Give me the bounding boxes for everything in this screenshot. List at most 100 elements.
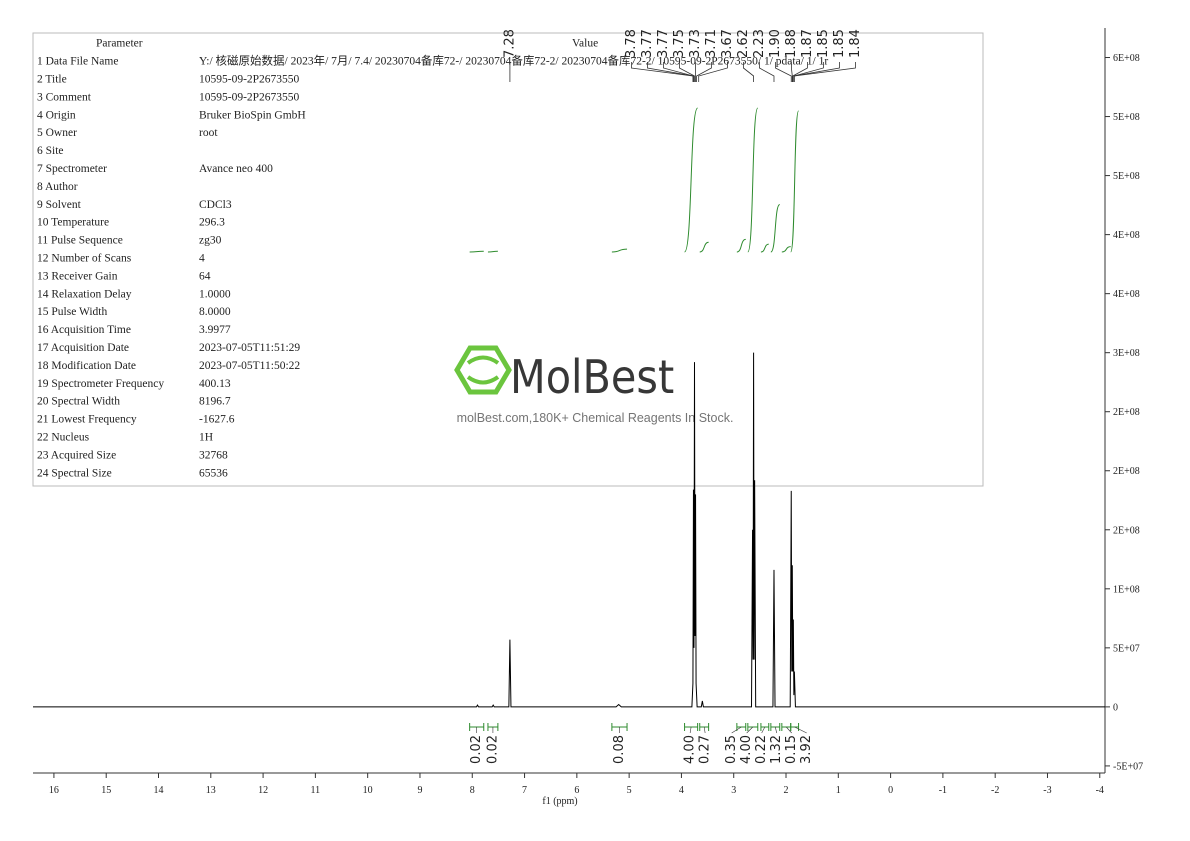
y-tick-label: 4E+08	[1113, 289, 1140, 300]
logo-ring	[466, 355, 500, 385]
table-header: Parameter	[96, 38, 143, 50]
integral-label: 4.00	[683, 735, 698, 764]
param-value: 3.9977	[199, 324, 231, 336]
param-name: 22 Nucleus	[37, 432, 90, 444]
integral-curve	[487, 250, 498, 253]
x-tick-label: -2	[991, 785, 999, 796]
peak-label: 1.84	[848, 29, 863, 58]
integral-leader	[703, 726, 706, 734]
integral-curve	[469, 250, 484, 253]
x-tick-label: 13	[206, 785, 216, 796]
param-name: 5 Owner	[37, 127, 77, 139]
param-name: 4 Origin	[37, 109, 76, 121]
integral-curve	[790, 110, 800, 253]
param-name: 6 Site	[37, 145, 64, 157]
peak-leader	[793, 62, 840, 82]
integral-label: 0.35	[724, 735, 739, 764]
y-tick-label: 2E+08	[1113, 466, 1140, 477]
y-tick-label: 6E+08	[1113, 53, 1140, 64]
integral-curve	[747, 107, 759, 253]
x-axis-label: f1 (ppm)	[542, 796, 577, 807]
x-tick-label: 1	[836, 785, 841, 796]
param-name: 23 Acquired Size	[37, 449, 116, 461]
param-name: 19 Spectrometer Frequency	[37, 378, 164, 390]
param-value: 4	[199, 253, 205, 265]
integral-leader	[761, 726, 766, 734]
x-tick-label: 4	[679, 785, 684, 796]
integral-leader	[794, 726, 807, 734]
integral-label: 0.27	[698, 735, 713, 764]
peak-label: 3.78	[624, 29, 639, 58]
x-tick-label: 2	[784, 785, 789, 796]
peak-leader	[631, 62, 694, 82]
param-name: 2 Title	[37, 74, 67, 86]
integral-leader	[731, 726, 742, 734]
param-value: 8196.7	[199, 396, 231, 408]
param-name: 9 Solvent	[37, 199, 82, 211]
peak-label: 3.73	[688, 29, 703, 58]
y-tick-label: 3E+08	[1113, 348, 1140, 359]
integral-curve	[684, 107, 699, 253]
integral-label: 0.02	[485, 735, 500, 764]
integral-label: 0.22	[754, 735, 769, 764]
table-header: Value	[572, 38, 598, 50]
peak-label: 1.88	[784, 29, 799, 58]
integral-label: 3.92	[799, 735, 814, 764]
param-value: 400.13	[199, 378, 231, 390]
param-name: 11 Pulse Sequence	[37, 235, 123, 247]
peak-label: 3.67	[720, 29, 735, 58]
y-tick-label: 1E+08	[1113, 584, 1140, 595]
integral-curve	[611, 248, 628, 253]
param-value: Y:/ 核磁原始数据/ 2023年/ 7月/ 7.4/ 20230704备库72…	[199, 54, 828, 68]
x-tick-label: 8	[470, 785, 475, 796]
peak-leader	[791, 62, 793, 82]
param-value: 2023-07-05T11:50:22	[199, 360, 300, 372]
peak-leader	[696, 62, 712, 82]
param-name: 13 Receiver Gain	[37, 270, 118, 282]
integral-leader	[689, 726, 692, 734]
param-name: 7 Spectrometer	[37, 163, 107, 175]
x-tick-label: 3	[731, 785, 736, 796]
param-name: 24 Spectral Size	[37, 467, 112, 479]
peak-label: 1.87	[800, 29, 815, 58]
peak-leader	[663, 62, 694, 82]
param-value: root	[199, 127, 218, 139]
peak-leader	[793, 62, 856, 82]
y-tick-label: 5E+08	[1113, 171, 1140, 182]
spectrum-line	[33, 352, 1105, 708]
param-value: 1.0000	[199, 288, 231, 300]
peak-label: 3.77	[640, 29, 655, 58]
integral-leader	[746, 726, 754, 734]
x-tick-label: -3	[1043, 785, 1051, 796]
param-name: 20 Spectral Width	[37, 396, 120, 408]
param-name: 10 Temperature	[37, 217, 109, 229]
integral-label: 1.32	[769, 735, 784, 764]
integral-label: 4.00	[739, 735, 754, 764]
param-value: 296.3	[199, 217, 225, 229]
parameter-table: Parameter Value 1 Data File Name Y:/ 核磁原始数据…	[32, 32, 984, 487]
peak-label: 1.85	[816, 29, 831, 58]
integral-leader	[775, 726, 777, 734]
x-tick-label: 9	[417, 785, 422, 796]
param-value: Avance neo 400	[199, 163, 273, 175]
param-name: 8 Author	[37, 181, 78, 193]
peak-label: 3.77	[656, 29, 671, 58]
peak-leader	[775, 62, 792, 82]
x-tick-label: 15	[101, 785, 111, 796]
param-value: 2023-07-05T11:51:29	[199, 342, 300, 354]
peak-leader	[743, 62, 754, 82]
x-tick-label: 11	[311, 785, 321, 796]
integral-curve	[699, 241, 709, 253]
integral-label: 0.02	[469, 735, 484, 764]
y-tick-label: 4E+08	[1113, 230, 1140, 241]
x-tick-label: 6	[574, 785, 579, 796]
x-tick-label: 7	[522, 785, 527, 796]
peak-label: 7.28	[502, 29, 517, 58]
param-name: 18 Modification Date	[37, 360, 136, 372]
peak-label: 3.71	[704, 29, 719, 58]
param-name: 1 Data File Name	[37, 56, 118, 68]
param-name: 14 Relaxation Delay	[37, 288, 132, 300]
param-value: Bruker BioSpin GmbH	[199, 109, 306, 121]
integral-bracket	[684, 723, 699, 731]
